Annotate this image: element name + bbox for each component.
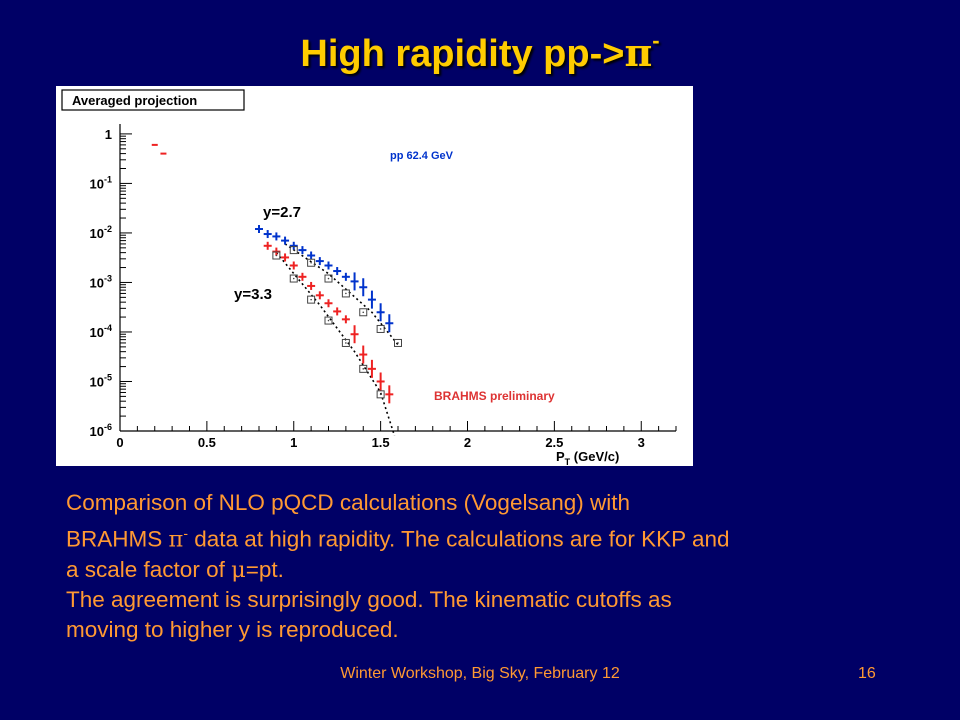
y-tick-label: 10-4 — [90, 323, 112, 340]
calc-point-center — [327, 277, 330, 280]
calc-point-center — [292, 277, 295, 280]
y-tick-label: 1 — [105, 127, 112, 142]
calc-point — [359, 308, 368, 317]
calc-point — [376, 390, 385, 399]
y-tick-label: 10-1 — [90, 174, 112, 191]
y-tick-label: 10-6 — [90, 422, 112, 439]
calc-point — [289, 246, 298, 255]
calc-point — [359, 364, 368, 373]
y-tick-label: 10-5 — [90, 372, 112, 389]
y-tick-label: 10-3 — [90, 273, 112, 290]
calc-point-center — [345, 292, 347, 295]
pi-symbol: π — [168, 526, 184, 553]
chart-title: Averaged projection — [72, 93, 197, 108]
description-line-3: a scale factor of μ=pt. — [66, 555, 926, 585]
label-y27: y=2.7 — [263, 204, 301, 221]
calc-point — [272, 251, 281, 260]
calc-point — [307, 295, 316, 304]
calc-point-center — [379, 328, 382, 330]
x-tick-label: 0.5 — [198, 435, 216, 450]
calc-point — [341, 289, 350, 298]
nlo-curve — [275, 252, 396, 437]
calc-point — [376, 324, 385, 333]
calc-point-center — [292, 249, 295, 251]
x-tick-label: 3 — [638, 435, 645, 450]
mu-symbol: μ — [231, 556, 246, 583]
description-line-2-a: BRAHMS — [66, 526, 169, 552]
calc-point-center — [345, 342, 347, 344]
x-axis-label: PT (GeV/c) — [556, 449, 619, 466]
calc-point — [394, 338, 402, 347]
description-line-2: BRAHMS π- data at high rapidity. The cal… — [66, 518, 926, 555]
description-line-4: The agreement is surprisingly good. The … — [66, 586, 672, 612]
x-tick-label: 0 — [116, 435, 123, 450]
calc-point-center — [362, 368, 365, 370]
title-main: High rapidity pp-> — [300, 33, 625, 75]
calc-point — [324, 274, 333, 283]
calc-point-center — [310, 298, 312, 301]
nlo-curve — [284, 243, 399, 346]
x-tick-label: 1 — [290, 435, 297, 450]
plot-panel: Averaged projection 0 0.5 1 1.5 2 2.5 3 1 10-1 10-… — [56, 86, 693, 466]
footer-text: Winter Workshop, Big Sky, February 12 — [340, 665, 620, 682]
x-tick-label: 1.5 — [372, 435, 390, 450]
calc-point-center — [275, 254, 278, 257]
x-tick-label: 2 — [464, 435, 471, 450]
calc-point-center — [397, 342, 399, 344]
calc-point — [289, 274, 298, 283]
preliminary-label: BRAHMS preliminary — [434, 389, 555, 403]
calc-point — [341, 338, 350, 347]
calc-point-center — [327, 319, 330, 322]
calc-point-center — [310, 261, 312, 264]
title-particle: π — [624, 30, 653, 75]
calc-point — [324, 316, 333, 325]
page-number: 16 — [858, 665, 876, 682]
description-line-2-b: data at high rapidity. The calculations … — [187, 526, 730, 552]
calc-point-center — [379, 393, 382, 396]
chart: Averaged projection 0 0.5 1 1.5 2 2.5 3 1 10-1 10-… — [61, 89, 677, 466]
x-tick-label: 2.5 — [545, 435, 563, 450]
description: Comparison of NLO pQCD calculations (Vog… — [66, 488, 926, 645]
description-line-3-b: =pt. — [245, 556, 284, 582]
pi-charge: - — [183, 525, 188, 541]
calc-point — [307, 258, 316, 267]
y-tick-label: 10-2 — [90, 224, 112, 241]
energy-label: pp 62.4 GeV — [390, 150, 454, 162]
calc-point-center — [362, 311, 365, 314]
chart-title-box — [61, 89, 245, 111]
description-line-3-a: a scale factor of — [66, 556, 232, 582]
title-charge: - — [652, 28, 660, 54]
description-line-5: moving to higher y is reproduced. — [66, 616, 399, 642]
description-line-1: Comparison of NLO pQCD calculations (Vog… — [66, 490, 631, 515]
slide-title: High rapidity pp->π- — [0, 28, 960, 76]
label-y33: y=3.3 — [234, 286, 272, 303]
